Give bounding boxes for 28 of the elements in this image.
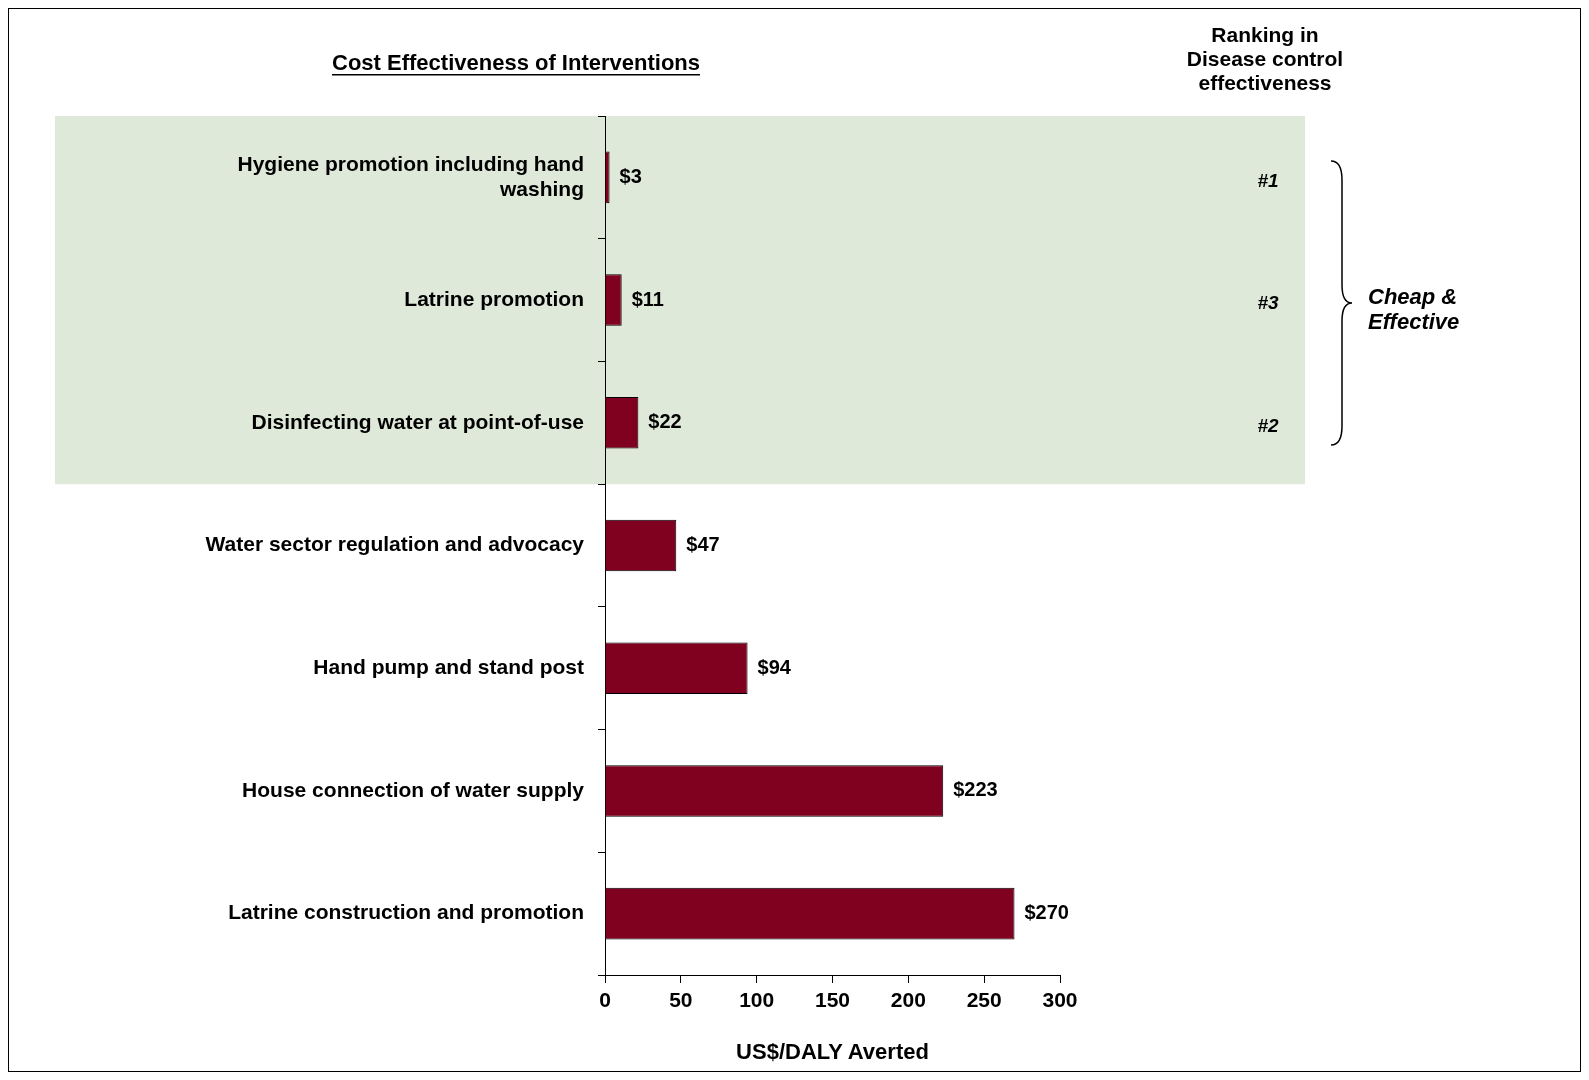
x-tick-label: 0 xyxy=(599,988,611,1012)
text: #1 xyxy=(1257,169,1279,191)
y-tick-label: Water sector regulation and advocacy xyxy=(205,532,585,556)
y-tick-label: Hygiene promotion including hand washing xyxy=(237,151,584,200)
x-tick-label: 300 xyxy=(1042,988,1078,1012)
chart-title: Cost Effectiveness of Interventions xyxy=(332,50,700,75)
text: Ranking in Disease control effectiveness xyxy=(1186,23,1344,94)
data-label: $270 xyxy=(1024,901,1069,924)
data-label: $47 xyxy=(686,533,720,556)
x-tick-label: 250 xyxy=(966,988,1002,1012)
y-tick-label: Disinfecting water at point-of-use xyxy=(251,409,584,433)
text: Cheap & Effective xyxy=(1368,284,1460,334)
data-label: $94 xyxy=(757,655,792,678)
data-label: $22 xyxy=(648,410,682,433)
x-axis-title: US$/DALY Averted xyxy=(736,1038,929,1064)
y-tick-label: House connection of water supply xyxy=(242,777,585,801)
data-label: $223 xyxy=(953,778,998,801)
data-label: $3 xyxy=(619,164,642,187)
y-tick-label: Latrine promotion xyxy=(404,286,584,310)
y-tick-label: Hand pump and stand post xyxy=(313,655,584,679)
text: #3 xyxy=(1257,292,1279,314)
y-tick-label: Latrine construction and promotion xyxy=(228,900,584,924)
x-tick-label: 50 xyxy=(669,988,693,1012)
x-tick-label: 150 xyxy=(814,988,851,1012)
text: #2 xyxy=(1257,415,1279,437)
data-label: $11 xyxy=(631,287,664,310)
x-tick-label: 200 xyxy=(890,988,926,1012)
x-tick-label: 100 xyxy=(739,988,775,1012)
